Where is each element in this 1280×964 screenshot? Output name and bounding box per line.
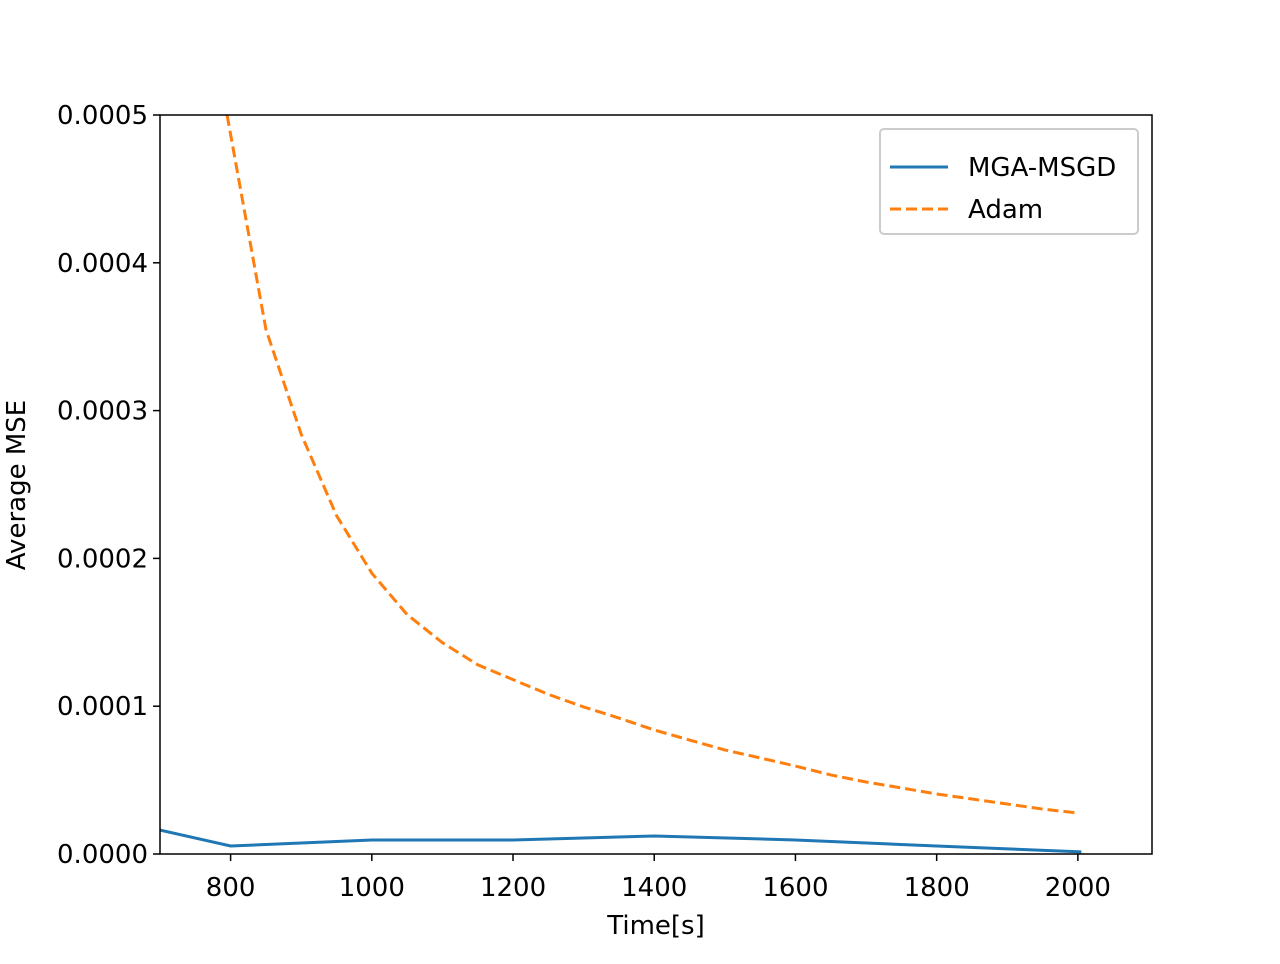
- y-tick-label: 0.0003: [57, 397, 148, 427]
- legend-label: Adam: [968, 195, 1043, 225]
- x-tick-label: 1800: [904, 873, 970, 903]
- x-axis-label: Time[s]: [606, 911, 704, 941]
- legend-label: MGA-MSGD: [968, 153, 1116, 183]
- x-tick-label: 1600: [762, 873, 828, 903]
- x-tick-label: 1200: [480, 873, 546, 903]
- legend: MGA-MSGD Adam: [879, 128, 1139, 235]
- data-line: [225, 115, 1079, 815]
- y-tick-label: 0.0001: [57, 692, 148, 722]
- y-tick-label: 0.0005: [57, 101, 148, 131]
- plot-frame: [159, 114, 1153, 855]
- plot-area: [160, 115, 1082, 854]
- y-axis-label: Average MSE: [2, 400, 32, 570]
- x-tick-label: 1400: [621, 873, 687, 903]
- data-line: [160, 828, 1082, 854]
- y-tick-label: 0.0000: [57, 840, 148, 870]
- y-tick-label: 0.0004: [57, 249, 148, 279]
- x-tick-label: 800: [206, 873, 256, 903]
- x-tick-label: 2000: [1045, 873, 1111, 903]
- y-tick-label: 0.0002: [57, 544, 148, 574]
- x-tick-label: 1000: [339, 873, 405, 903]
